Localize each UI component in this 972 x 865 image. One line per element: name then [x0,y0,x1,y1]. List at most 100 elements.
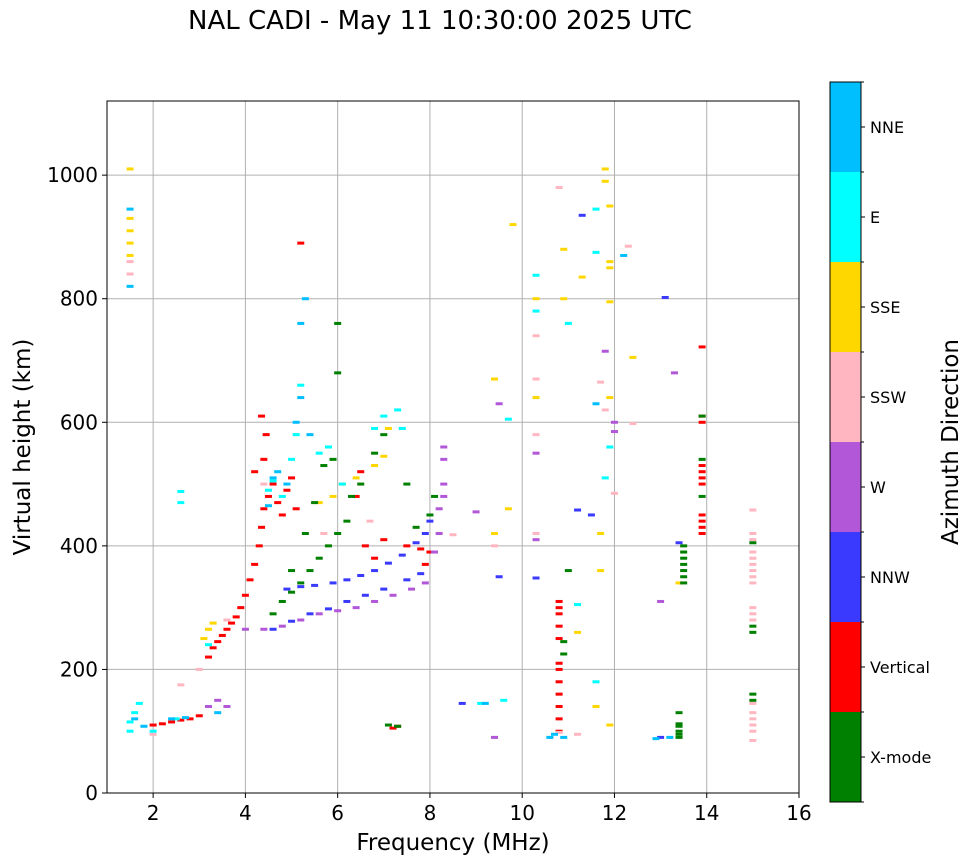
data-point [380,414,388,418]
data-point [260,627,268,631]
data-point [200,637,208,641]
data-point [661,295,669,299]
data-point [555,612,563,616]
data-point [334,532,342,535]
data-point [564,569,572,573]
data-point [592,207,600,211]
data-point [329,581,337,585]
data-point [749,606,757,610]
data-point [258,525,266,529]
data-point [675,724,683,728]
data-point [306,433,314,437]
colorbar-tick-label: SSW [870,388,906,407]
x-tick-label: 16 [786,801,811,825]
data-point [126,167,134,171]
data-point [555,637,563,641]
data-point [380,538,388,542]
data-point [426,519,434,523]
data-point [698,513,706,517]
data-point [504,417,512,421]
data-point [574,508,582,512]
data-point [426,550,434,554]
data-point [126,260,134,264]
data-point [288,590,296,594]
data-point [440,457,448,461]
data-point [371,556,379,560]
data-point [560,652,568,656]
data-point [592,402,600,406]
data-point [158,722,166,726]
data-point [140,724,148,728]
colorbar-segment [830,442,861,532]
data-point [481,701,489,705]
y-tick-label: 0 [85,781,98,805]
data-point [597,532,605,535]
data-point [749,618,757,622]
data-point [403,482,411,486]
chart-title: NAL CADI - May 11 10:30:00 2025 UTC [188,6,692,36]
data-point [491,735,499,739]
data-point [343,599,351,603]
data-point [126,241,134,245]
data-point [532,532,540,535]
data-point [371,599,379,603]
data-point [320,532,328,535]
data-point [126,272,134,276]
data-point [292,420,300,424]
data-point [126,729,134,733]
data-point [532,297,540,301]
data-point [126,284,134,288]
data-point [352,476,360,480]
data-point [315,556,323,560]
data-point [532,377,540,381]
colorbar-segment [830,352,861,442]
data-point [749,550,757,554]
data-point [610,420,618,424]
series-sse [126,167,683,727]
data-point [223,705,231,708]
data-point [440,494,448,498]
data-point [126,253,134,257]
data-point [384,561,392,565]
grid-lines [107,101,800,794]
colorbar-tick-label: E [870,208,880,227]
data-point [749,717,757,721]
y-tick-label: 200 [60,657,98,681]
colorbar-segment [830,532,861,622]
plot-frame [106,100,800,794]
data-point [749,692,757,696]
y-tick-label: 1000 [47,163,98,187]
data-point [177,683,185,687]
data-point [209,621,217,625]
colorbar-label: Azimuth Direction [938,339,964,545]
data-point [698,482,706,486]
data-point [315,451,323,455]
data-point [495,575,503,579]
data-point [228,621,236,625]
colorbar-tick-label: NNE [870,118,904,137]
data-point [223,618,231,622]
data-point [532,451,540,455]
data-point [698,476,706,480]
data-point [149,723,157,727]
data-point [555,730,563,734]
data-point [348,494,356,498]
data-point [255,544,263,548]
x-tick-label: 14 [694,801,719,825]
data-point [606,266,614,270]
data-point [269,479,277,483]
data-point [297,241,305,245]
data-point [394,408,402,412]
data-point [749,711,757,715]
data-point [366,519,374,523]
series-x-mode [269,321,757,739]
data-point [578,213,586,217]
data-point [283,482,291,486]
data-point [606,260,614,264]
data-point [597,569,605,573]
data-point [601,408,609,412]
data-point [269,482,277,486]
data-point [458,701,466,705]
data-point [652,737,660,741]
